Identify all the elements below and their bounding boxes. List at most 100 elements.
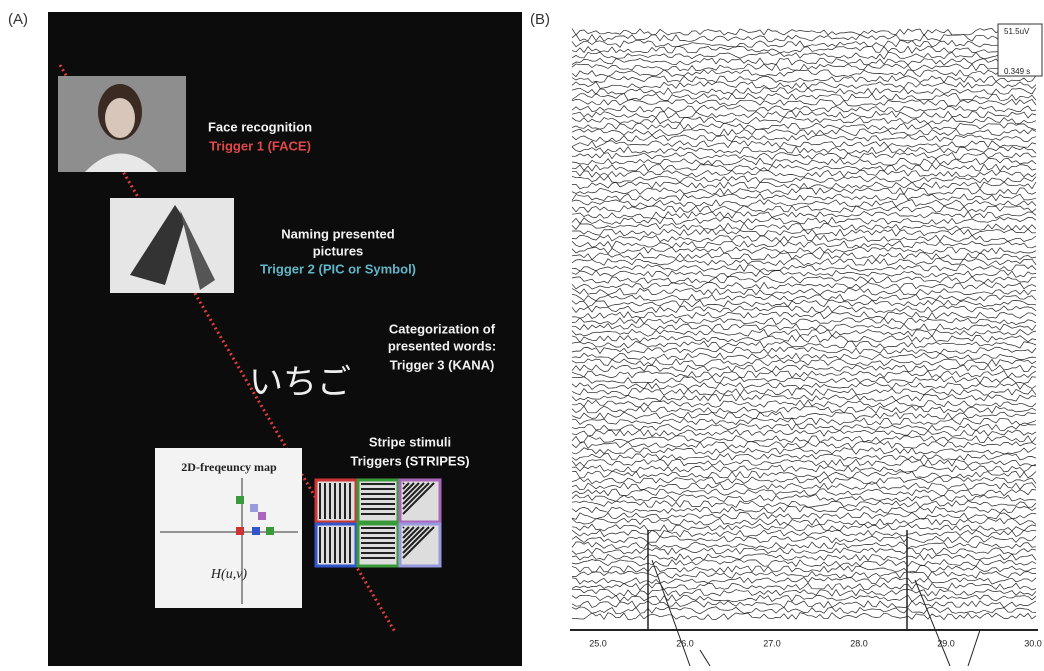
time-tick-label: 29.0 xyxy=(937,638,955,648)
panel-label: (B) xyxy=(530,11,550,28)
eeg-trace xyxy=(572,211,1036,218)
eeg-trace xyxy=(572,542,1036,549)
time-tick-label: 25.0 xyxy=(589,638,607,648)
eeg-trace xyxy=(572,418,1036,425)
eeg-trace xyxy=(572,530,1036,537)
eeg-trace xyxy=(572,577,1036,584)
stripe xyxy=(403,483,404,484)
eeg-trace xyxy=(572,288,1036,295)
eeg-trace xyxy=(572,117,1036,124)
eeg-trace xyxy=(572,459,1036,466)
map-function: H(u,v) xyxy=(210,567,247,582)
eeg-trace xyxy=(572,282,1036,289)
eeg-trace xyxy=(572,341,1036,348)
words-title: Categorization of xyxy=(389,321,496,336)
eeg-trace xyxy=(572,123,1036,130)
kana-word: いちご xyxy=(249,363,351,403)
stripe-stimuli xyxy=(316,480,440,566)
face-trigger: Trigger 1 (FACE) xyxy=(209,138,311,153)
stripe-tile xyxy=(358,524,398,566)
face-photo xyxy=(58,76,186,172)
time-tick-label: 28.0 xyxy=(850,638,868,648)
eeg-trace xyxy=(572,329,1036,336)
eeg-trace xyxy=(572,276,1036,283)
eeg-trace xyxy=(572,453,1036,460)
eeg-trace xyxy=(572,347,1036,354)
eeg-trace xyxy=(572,400,1036,407)
eeg-trace xyxy=(572,489,1036,496)
eeg-trace xyxy=(572,388,1036,395)
eeg-trace xyxy=(572,377,1036,384)
eeg-trace xyxy=(572,465,1036,472)
words-title: presented words: xyxy=(388,338,496,353)
face-title: Face recognition xyxy=(208,119,312,134)
eeg-trace xyxy=(572,318,1036,325)
eeg-trace xyxy=(572,371,1036,378)
eeg-trace xyxy=(572,153,1036,160)
eeg-trace xyxy=(572,253,1036,260)
picture-stimulus xyxy=(110,198,234,293)
eeg-trace xyxy=(572,507,1036,514)
eeg-trace xyxy=(572,548,1036,555)
figure: (A) Face recognition Trigger 1 (FACE) Na… xyxy=(0,0,1044,666)
eeg-trace xyxy=(572,324,1036,331)
time-tick-label: 30.0 xyxy=(1024,638,1042,648)
stripe-tile xyxy=(358,480,398,522)
eeg-trace xyxy=(572,536,1036,543)
time-tick-label: 26.0 xyxy=(676,638,694,648)
eeg-trace xyxy=(572,395,1036,402)
eeg-trace xyxy=(572,259,1036,266)
eeg-trace xyxy=(572,188,1036,195)
eeg-trace xyxy=(572,111,1036,118)
stripe xyxy=(403,527,404,528)
eeg-trace xyxy=(572,312,1036,319)
eeg-trace xyxy=(572,88,1036,95)
eeg-trace xyxy=(572,76,1036,83)
eeg-trace xyxy=(572,99,1036,106)
eeg-trace xyxy=(572,52,1036,59)
eeg-trace xyxy=(572,448,1036,455)
eeg-trace xyxy=(572,436,1036,443)
eeg-trace xyxy=(572,70,1036,77)
eeg-trace xyxy=(572,583,1036,590)
panel-label: (A) xyxy=(8,11,28,28)
eeg-trace xyxy=(572,471,1036,478)
picture-trigger: Trigger 2 (PIC or Symbol) xyxy=(260,261,416,276)
eeg-trace xyxy=(572,613,1036,620)
eeg-trace xyxy=(572,270,1036,277)
eeg-trace xyxy=(572,601,1036,608)
eeg-trace xyxy=(572,589,1036,596)
pointer-line xyxy=(652,560,690,666)
pointer-line xyxy=(700,650,710,666)
eeg-trace xyxy=(572,495,1036,502)
eeg-trace xyxy=(572,241,1036,248)
eeg-trace xyxy=(572,430,1036,437)
eeg-trace xyxy=(572,353,1036,360)
eeg-trace xyxy=(572,560,1036,567)
picture-title: Naming presented xyxy=(281,226,394,241)
scale-time: 0.349 s xyxy=(1004,67,1030,76)
eeg-trace xyxy=(572,335,1036,342)
eeg-trace xyxy=(572,129,1036,136)
pointer-line xyxy=(915,580,950,666)
eeg-trace xyxy=(572,64,1036,71)
eeg-trace xyxy=(572,158,1036,165)
eeg-trace xyxy=(572,34,1036,41)
eeg-trace xyxy=(572,105,1036,112)
eeg-traces xyxy=(572,29,1036,667)
eeg-trace xyxy=(572,477,1036,484)
picture-title: pictures xyxy=(313,243,364,258)
eeg-trace xyxy=(572,170,1036,177)
eeg-trace xyxy=(572,512,1036,519)
eeg-trace xyxy=(572,524,1036,531)
eeg-trace xyxy=(572,306,1036,313)
eeg-trace xyxy=(572,40,1036,47)
eeg-trace xyxy=(572,365,1036,372)
eeg-trace xyxy=(572,565,1036,572)
eeg-trace xyxy=(572,147,1036,154)
eeg-trace xyxy=(572,554,1036,561)
eeg-trace xyxy=(572,206,1036,213)
scale-amplitude: 51.5uV xyxy=(1004,27,1030,36)
pointer-line xyxy=(968,630,980,666)
time-tick-label: 27.0 xyxy=(763,638,781,648)
